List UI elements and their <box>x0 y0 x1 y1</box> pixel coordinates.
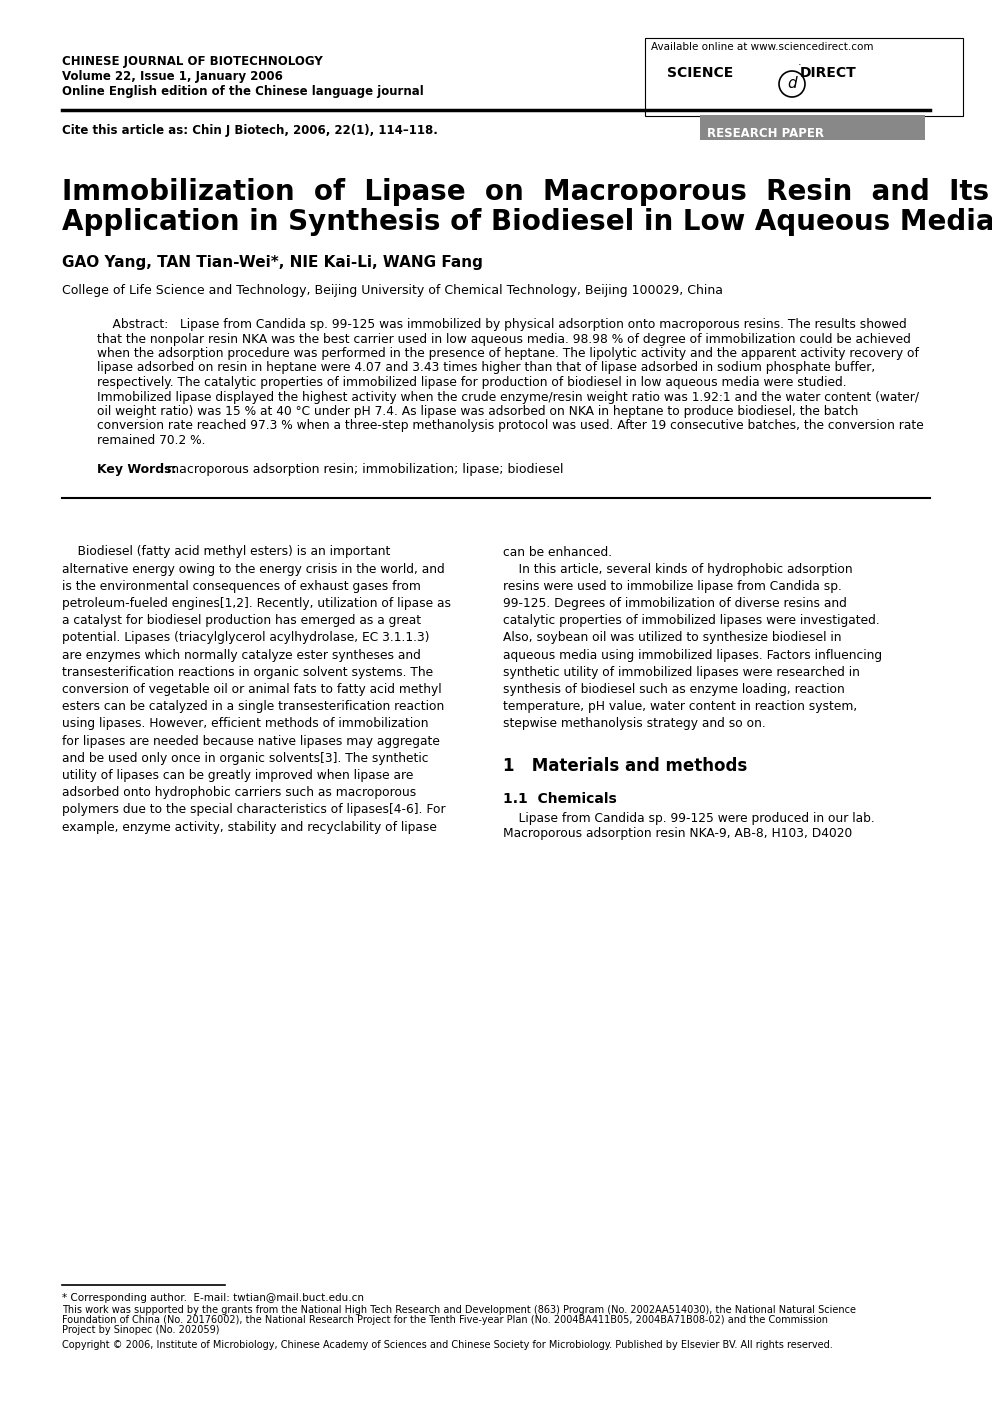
Text: stepwise methanolysis strategy and so on.: stepwise methanolysis strategy and so on… <box>503 717 766 731</box>
Text: that the nonpolar resin NKA was the best carrier used in low aqueous media. 98.9: that the nonpolar resin NKA was the best… <box>97 333 911 345</box>
Text: DIRECT: DIRECT <box>800 66 857 80</box>
Text: CHINESE JOURNAL OF BIOTECHNOLOGY: CHINESE JOURNAL OF BIOTECHNOLOGY <box>62 55 322 67</box>
Text: example, enzyme activity, stability and recyclability of lipase: example, enzyme activity, stability and … <box>62 821 436 833</box>
Text: petroleum-fueled engines[1,2]. Recently, utilization of lipase as: petroleum-fueled engines[1,2]. Recently,… <box>62 598 451 610</box>
Text: Application in Synthesis of Biodiesel in Low Aqueous Media: Application in Synthesis of Biodiesel in… <box>62 208 992 236</box>
Text: 99-125. Degrees of immobilization of diverse resins and: 99-125. Degrees of immobilization of div… <box>503 598 847 610</box>
Text: This work was supported by the grants from the National High Tech Research and D: This work was supported by the grants fr… <box>62 1305 856 1315</box>
Text: Online English edition of the Chinese language journal: Online English edition of the Chinese la… <box>62 86 424 98</box>
Text: * Corresponding author.  E-mail: twtian@mail.buct.edu.cn: * Corresponding author. E-mail: twtian@m… <box>62 1294 364 1303</box>
Text: Macroporous adsorption resin NKA-9, AB-8, H103, D4020: Macroporous adsorption resin NKA-9, AB-8… <box>503 826 852 840</box>
Text: lipase adsorbed on resin in heptane were 4.07 and 3.43 times higher than that of: lipase adsorbed on resin in heptane were… <box>97 362 875 375</box>
Text: alternative energy owing to the energy crisis in the world, and: alternative energy owing to the energy c… <box>62 563 444 575</box>
Text: for lipases are needed because native lipases may aggregate: for lipases are needed because native li… <box>62 735 439 748</box>
Text: Project by Sinopec (No. 202059): Project by Sinopec (No. 202059) <box>62 1324 219 1336</box>
Text: aqueous media using immobilized lipases. Factors influencing: aqueous media using immobilized lipases.… <box>503 648 882 662</box>
Text: SCIENCE: SCIENCE <box>667 66 733 80</box>
Text: esters can be catalyzed in a single transesterification reaction: esters can be catalyzed in a single tran… <box>62 700 444 713</box>
Text: transesterification reactions in organic solvent systems. The: transesterification reactions in organic… <box>62 666 434 679</box>
Text: conversion rate reached 97.3 % when a three-step methanolysis protocol was used.: conversion rate reached 97.3 % when a th… <box>97 419 924 432</box>
Text: can be enhanced.: can be enhanced. <box>503 546 612 558</box>
Text: Lipase from Candida sp. 99-125 were produced in our lab.: Lipase from Candida sp. 99-125 were prod… <box>503 812 875 825</box>
Text: respectively. The catalytic properties of immobilized lipase for production of b: respectively. The catalytic properties o… <box>97 376 846 389</box>
FancyBboxPatch shape <box>700 115 925 140</box>
Text: adsorbed onto hydrophobic carriers such as macroporous: adsorbed onto hydrophobic carriers such … <box>62 786 417 800</box>
Text: catalytic properties of immobilized lipases were investigated.: catalytic properties of immobilized lipa… <box>503 615 880 627</box>
Text: Immobilized lipase displayed the highest activity when the crude enzyme/resin we: Immobilized lipase displayed the highest… <box>97 390 919 404</box>
Text: remained 70.2 %.: remained 70.2 %. <box>97 434 205 448</box>
Text: Also, soybean oil was utilized to synthesize biodiesel in: Also, soybean oil was utilized to synthe… <box>503 631 841 644</box>
Text: potential. Lipases (triacylglycerol acylhydrolase, EC 3.1.1.3): potential. Lipases (triacylglycerol acyl… <box>62 631 430 644</box>
Text: 1.1  Chemicals: 1.1 Chemicals <box>503 791 617 805</box>
Text: temperature, pH value, water content in reaction system,: temperature, pH value, water content in … <box>503 700 857 713</box>
Text: d: d <box>787 76 797 91</box>
Text: GAO Yang, TAN Tian-Wei*, NIE Kai-Li, WANG Fang: GAO Yang, TAN Tian-Wei*, NIE Kai-Li, WAN… <box>62 255 483 269</box>
Text: utility of lipases can be greatly improved when lipase are: utility of lipases can be greatly improv… <box>62 769 414 781</box>
Text: macroporous adsorption resin; immobilization; lipase; biodiesel: macroporous adsorption resin; immobiliza… <box>155 463 563 476</box>
Text: Key Words:: Key Words: <box>97 463 177 476</box>
Text: Cite this article as: Chin J Biotech, 2006, 22(1), 114–118.: Cite this article as: Chin J Biotech, 20… <box>62 123 437 137</box>
Text: oil weight ratio) was 15 % at 40 °C under pH 7.4. As lipase was adsorbed on NKA : oil weight ratio) was 15 % at 40 °C unde… <box>97 405 858 418</box>
Text: Biodiesel (fatty acid methyl esters) is an important: Biodiesel (fatty acid methyl esters) is … <box>62 546 391 558</box>
Text: Immobilization  of  Lipase  on  Macroporous  Resin  and  Its: Immobilization of Lipase on Macroporous … <box>62 178 989 206</box>
Text: and be used only once in organic solvents[3]. The synthetic: and be used only once in organic solvent… <box>62 752 429 765</box>
Text: synthesis of biodiesel such as enzyme loading, reaction: synthesis of biodiesel such as enzyme lo… <box>503 683 845 696</box>
Text: using lipases. However, efficient methods of immobilization: using lipases. However, efficient method… <box>62 717 429 731</box>
Text: Foundation of China (No. 20176002), the National Research Project for the Tenth : Foundation of China (No. 20176002), the … <box>62 1315 828 1324</box>
Text: resins were used to immobilize lipase from Candida sp.: resins were used to immobilize lipase fr… <box>503 579 842 593</box>
Text: polymers due to the special characteristics of lipases[4-6]. For: polymers due to the special characterist… <box>62 804 445 817</box>
Text: 1   Materials and methods: 1 Materials and methods <box>503 756 747 774</box>
Text: synthetic utility of immobilized lipases were researched in: synthetic utility of immobilized lipases… <box>503 666 860 679</box>
Text: Abstract:   Lipase from Candida sp. 99-125 was immobilized by physical adsorptio: Abstract: Lipase from Candida sp. 99-125… <box>97 318 907 331</box>
Text: is the environmental consequences of exhaust gases from: is the environmental consequences of exh… <box>62 579 421 593</box>
Text: In this article, several kinds of hydrophobic adsorption: In this article, several kinds of hydrop… <box>503 563 853 575</box>
Text: when the adsorption procedure was performed in the presence of heptane. The lipo: when the adsorption procedure was perfor… <box>97 347 919 361</box>
Text: Copyright © 2006, Institute of Microbiology, Chinese Academy of Sciences and Chi: Copyright © 2006, Institute of Microbiol… <box>62 1340 832 1350</box>
Text: RESEARCH PAPER: RESEARCH PAPER <box>707 128 824 140</box>
Text: Available online at www.sciencedirect.com: Available online at www.sciencedirect.co… <box>651 42 874 52</box>
Text: College of Life Science and Technology, Beijing University of Chemical Technolog: College of Life Science and Technology, … <box>62 283 723 297</box>
Text: Volume 22, Issue 1, January 2006: Volume 22, Issue 1, January 2006 <box>62 70 283 83</box>
FancyBboxPatch shape <box>645 38 963 116</box>
Text: are enzymes which normally catalyze ester syntheses and: are enzymes which normally catalyze este… <box>62 648 421 662</box>
Text: ·: · <box>798 60 802 70</box>
Text: a catalyst for biodiesel production has emerged as a great: a catalyst for biodiesel production has … <box>62 615 422 627</box>
Text: conversion of vegetable oil or animal fats to fatty acid methyl: conversion of vegetable oil or animal fa… <box>62 683 441 696</box>
